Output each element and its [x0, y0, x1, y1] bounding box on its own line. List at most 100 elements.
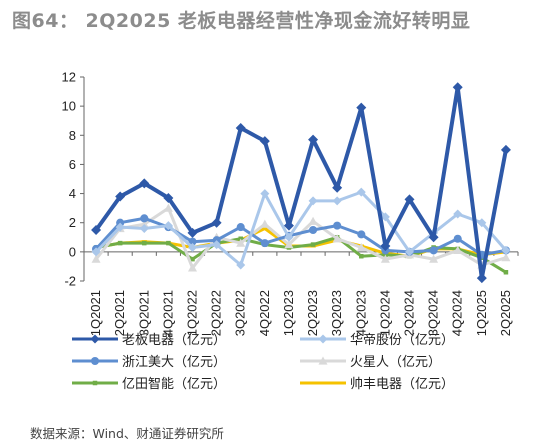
- data-point: [404, 194, 415, 205]
- data-point: [453, 245, 463, 254]
- data-point: [428, 232, 439, 243]
- x-tick-label: 2Q2022: [209, 290, 224, 336]
- data-point: [356, 187, 366, 197]
- data-point: [477, 218, 487, 228]
- data-point: [259, 136, 270, 147]
- data-point: [115, 222, 125, 232]
- data-point: [260, 239, 269, 248]
- y-tick-label: 0: [69, 244, 76, 259]
- x-tick-label: 2Q2024: [402, 290, 417, 336]
- data-point: [308, 216, 318, 225]
- x-tick-label: 4Q2024: [450, 290, 465, 336]
- data-point: [91, 247, 101, 257]
- x-tick-label: 3Q2022: [233, 290, 248, 336]
- data-point: [357, 230, 366, 239]
- data-point: [188, 242, 197, 252]
- data-point: [260, 219, 270, 228]
- data-point: [501, 245, 511, 255]
- data-point: [359, 253, 364, 259]
- legend-marker: [320, 381, 326, 385]
- data-point: [476, 273, 487, 284]
- legend-item: 火星人（亿元）: [300, 355, 441, 370]
- source-note: 数据来源：Wind、财通证券研究所: [30, 426, 224, 441]
- data-point: [212, 240, 222, 250]
- data-point: [309, 225, 318, 235]
- data-point: [211, 217, 222, 228]
- data-point: [139, 224, 149, 234]
- x-tick-label: 1Q2022: [185, 290, 200, 336]
- data-point: [332, 196, 342, 206]
- data-point: [310, 242, 316, 247]
- legend-item: 华帝股份（亿元）: [300, 332, 454, 348]
- y-tick-label: 10: [62, 99, 76, 114]
- x-tick-label: 4Q2021: [160, 290, 175, 336]
- x-tick-label: 4Q2023: [353, 290, 368, 336]
- data-point: [115, 191, 126, 202]
- x-tick-label: 3Q2024: [426, 290, 441, 336]
- data-point: [142, 240, 147, 246]
- legend-marker: [92, 380, 98, 386]
- series-0: [91, 82, 511, 284]
- data-point: [163, 221, 173, 231]
- data-point: [284, 240, 294, 249]
- legend-label: 火星人（亿元）: [350, 355, 441, 370]
- data-point: [139, 219, 149, 228]
- series-line: [94, 85, 508, 281]
- data-point: [503, 270, 509, 275]
- data-point: [91, 254, 101, 263]
- legend-label: 华帝股份（亿元）: [350, 332, 454, 348]
- legend-label: 帅丰电器（亿元）: [350, 377, 454, 392]
- data-point: [139, 178, 150, 189]
- legend-marker: [90, 334, 100, 344]
- data-point: [284, 232, 294, 242]
- data-point: [380, 241, 391, 252]
- legend-marker: [318, 356, 328, 365]
- data-point: [356, 242, 366, 252]
- data-point: [187, 227, 198, 238]
- x-tick-label: 2Q2023: [305, 290, 320, 336]
- legend-item: 亿田智能（亿元）: [72, 377, 226, 392]
- y-tick-label: 2: [69, 215, 76, 230]
- x-tick-label: 2Q2021: [112, 290, 127, 336]
- data-point: [163, 192, 174, 203]
- data-point: [308, 134, 319, 145]
- data-point: [452, 82, 463, 93]
- chart-title: 图64： 2Q2025 老板电器经营性净现金流好转明显: [12, 10, 471, 32]
- data-point: [429, 246, 438, 255]
- data-point: [260, 189, 270, 199]
- data-point: [235, 123, 246, 133]
- data-point: [500, 144, 511, 155]
- data-point: [283, 220, 294, 231]
- data-point: [190, 256, 195, 262]
- data-point: [262, 227, 268, 231]
- data-point: [332, 234, 342, 243]
- data-point: [166, 240, 171, 246]
- series-1: [91, 187, 511, 270]
- data-point: [501, 253, 511, 262]
- line-chart: -2 0 2 4 6 8 10 12 1Q2021 2Q2021 3Q2021 4Q2021 1Q202…: [62, 70, 519, 392]
- series-3: [91, 203, 511, 272]
- x-tick-label: 2Q2025: [498, 290, 513, 336]
- data-point: [333, 221, 342, 230]
- legend-label: 老板电器（亿元）: [122, 333, 226, 348]
- y-tick-label: 12: [62, 70, 76, 85]
- data-point: [332, 182, 343, 193]
- data-point: [405, 247, 414, 257]
- data-point: [308, 196, 318, 206]
- y-tick-label: 8: [69, 128, 76, 143]
- legend-item: 帅丰电器（亿元）: [300, 377, 454, 392]
- data-point: [236, 260, 246, 270]
- legend-marker: [318, 334, 328, 344]
- data-point: [453, 209, 463, 219]
- data-point: [236, 238, 246, 247]
- data-point: [188, 263, 197, 272]
- data-point: [117, 240, 123, 246]
- x-tick-label: 4Q2022: [257, 290, 272, 336]
- x-tick-label: 1Q2025: [474, 290, 489, 336]
- legend-label: 浙江美大（亿元）: [122, 355, 226, 370]
- legend-label: 亿田智能（亿元）: [122, 377, 226, 392]
- data-point: [140, 214, 149, 223]
- y-tick-label: -2: [64, 274, 76, 289]
- data-point: [236, 223, 245, 232]
- x-tick-label: 1Q2023: [281, 290, 296, 336]
